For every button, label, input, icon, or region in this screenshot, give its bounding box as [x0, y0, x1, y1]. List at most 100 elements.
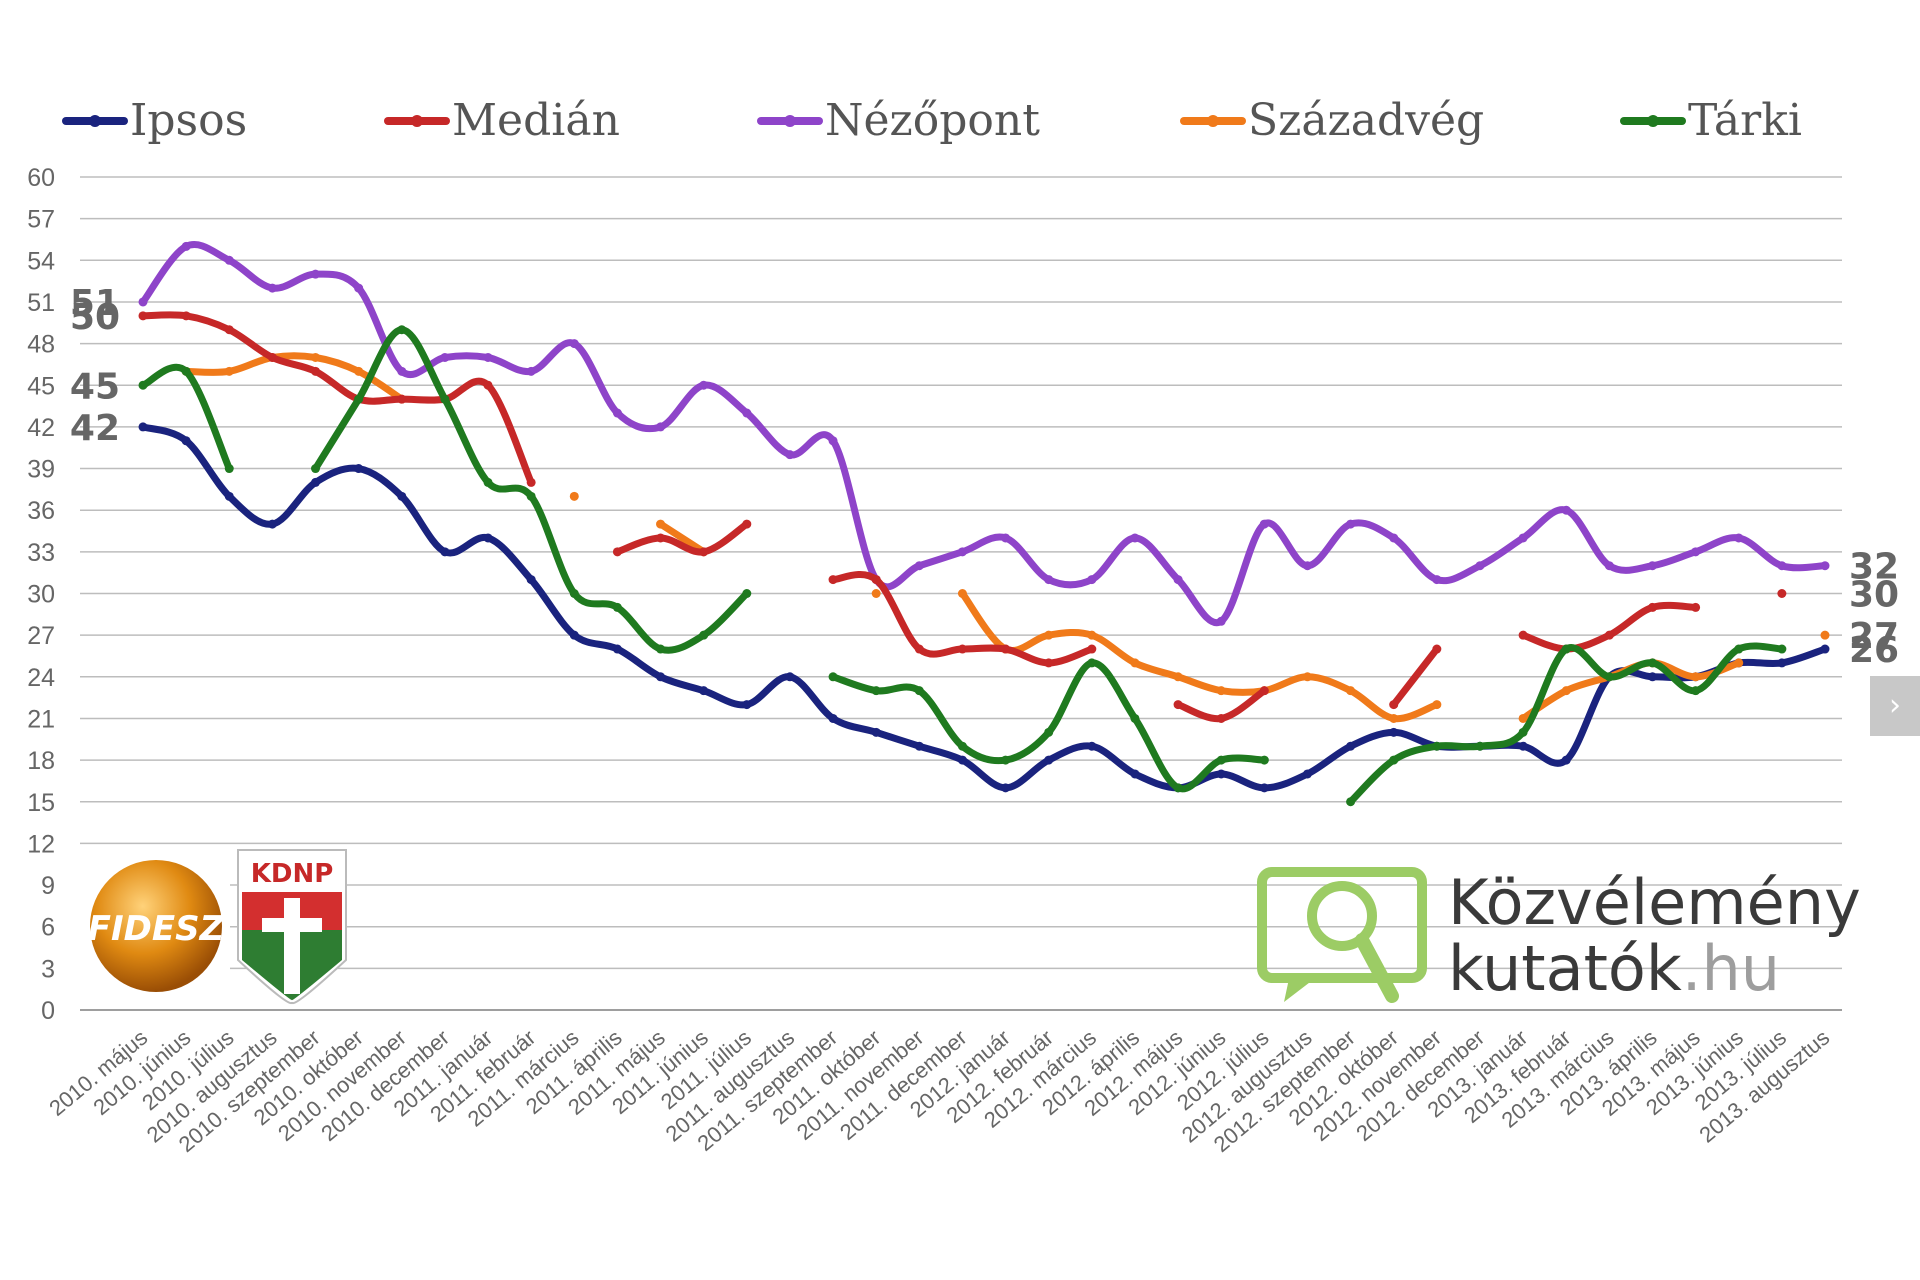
data-point-t-rki: [1604, 672, 1614, 682]
data-point-n-z-pont: [354, 283, 364, 293]
data-point-medi-n: [311, 366, 321, 376]
data-point-ipsos: [311, 477, 321, 487]
data-point-t-rki: [1734, 644, 1744, 654]
data-point-medi-n: [181, 311, 191, 321]
y-tick-label: 33: [27, 539, 55, 567]
legend-item-n-z-pont: Nézőpont: [757, 95, 1040, 146]
data-point-n-z-pont: [1216, 616, 1226, 626]
data-point-t-rki: [1346, 797, 1356, 807]
data-point-sz-zadv-g: [1820, 630, 1830, 640]
data-point-ipsos: [1346, 741, 1356, 751]
data-point-t-rki: [1216, 755, 1226, 765]
data-point-medi-n: [1001, 644, 1011, 654]
data-point-t-rki: [1044, 727, 1054, 737]
data-point-ipsos: [742, 700, 752, 710]
series-line-medi-n: [613, 520, 751, 556]
legend-item-sz-zadv-g: Századvég: [1180, 95, 1484, 146]
legend-marker: [784, 115, 796, 127]
data-point-n-z-pont: [397, 366, 407, 376]
data-point-ipsos: [1561, 755, 1571, 765]
legend-marker: [1647, 115, 1659, 127]
data-point-n-z-pont: [1259, 519, 1269, 529]
data-point-n-z-pont: [526, 366, 536, 376]
data-point-sz-zadv-g: [1389, 713, 1399, 723]
data-point-ipsos: [1044, 755, 1054, 765]
data-point-n-z-pont: [742, 408, 752, 418]
data-point-ipsos: [914, 741, 924, 751]
data-point-medi-n: [1432, 644, 1442, 654]
series-line-t-rki: [139, 363, 233, 473]
data-point-t-rki: [526, 491, 536, 501]
data-point-medi-n: [1691, 602, 1701, 612]
y-tick-label: 36: [27, 497, 55, 525]
series-t-rki: [138, 325, 1787, 807]
data-point-ipsos: [1087, 741, 1097, 751]
data-point-medi-n: [742, 519, 752, 529]
data-point-sz-zadv-g: [1173, 672, 1183, 682]
data-point-n-z-pont: [440, 352, 450, 362]
data-point-n-z-pont: [267, 283, 277, 293]
data-point-medi-n: [699, 547, 709, 557]
data-point-t-rki: [1259, 755, 1269, 765]
data-point-n-z-pont: [1173, 575, 1183, 585]
data-point-n-z-pont: [914, 561, 924, 571]
data-point-t-rki: [181, 366, 191, 376]
next-slide-button[interactable]: ›: [1870, 676, 1920, 736]
data-point-sz-zadv-g: [1691, 672, 1701, 682]
data-point-t-rki: [569, 589, 579, 598]
data-point-ipsos: [612, 644, 622, 654]
data-point-medi-n: [1087, 644, 1097, 654]
legend-marker: [411, 115, 423, 127]
data-point-sz-zadv-g: [354, 366, 364, 376]
data-point-ipsos: [354, 464, 364, 474]
data-point-sz-zadv-g: [1561, 686, 1571, 696]
data-point-n-z-pont: [1561, 505, 1571, 515]
data-point-sz-zadv-g: [1216, 686, 1226, 696]
data-point-t-rki: [1475, 741, 1485, 751]
data-point-n-z-pont: [181, 241, 191, 251]
series-line-ipsos: [139, 423, 1829, 792]
kdnp-logo: KDNP: [237, 849, 347, 1005]
data-point-ipsos: [1820, 644, 1830, 654]
legend-item-ipsos: Ipsos: [62, 95, 247, 146]
end-value-label: 30: [1849, 575, 1899, 616]
data-point-medi-n: [828, 575, 838, 585]
data-point-medi-n: [1216, 713, 1226, 723]
data-point-medi-n: [1044, 658, 1054, 668]
data-point-medi-n: [483, 380, 493, 390]
end-value-label: 26: [1849, 630, 1899, 671]
series-line-t-rki: [1347, 642, 1786, 806]
data-point-ipsos: [1302, 769, 1312, 779]
brand-name-suffix: .hu: [1682, 932, 1780, 1005]
series-line-medi-n: [1519, 601, 1700, 653]
data-point-n-z-pont: [656, 422, 666, 432]
data-point-n-z-pont: [1302, 561, 1312, 571]
data-point-n-z-pont: [311, 269, 321, 279]
data-point-t-rki: [1777, 644, 1787, 654]
data-point-n-z-pont: [1647, 561, 1657, 571]
y-tick-label: 6: [41, 914, 55, 942]
data-point-medi-n: [267, 352, 277, 362]
data-point-t-rki: [440, 394, 450, 404]
brand-name-line1: Közvélemény: [1448, 866, 1861, 939]
y-tick-label: 42: [27, 414, 55, 442]
data-point-ipsos: [526, 575, 536, 585]
data-point-t-rki: [397, 325, 407, 335]
data-point-ipsos: [1647, 672, 1657, 682]
start-value-label: 45: [70, 366, 120, 407]
data-point-n-z-pont: [1130, 533, 1140, 543]
data-point-sz-zadv-g: [871, 589, 881, 598]
data-point-t-rki: [742, 589, 752, 598]
data-point-medi-n: [1173, 700, 1183, 710]
data-point-n-z-pont: [569, 339, 579, 349]
data-point-t-rki: [612, 602, 622, 612]
brand-name-main: kutatók: [1448, 932, 1682, 1005]
series-n-z-pont: [138, 241, 1830, 627]
data-point-t-rki: [1130, 713, 1140, 723]
data-point-medi-n: [871, 575, 881, 585]
data-point-n-z-pont: [957, 547, 967, 557]
data-point-t-rki: [1001, 755, 1011, 765]
y-tick-label: 39: [27, 456, 55, 484]
legend-marker: [1207, 115, 1219, 127]
